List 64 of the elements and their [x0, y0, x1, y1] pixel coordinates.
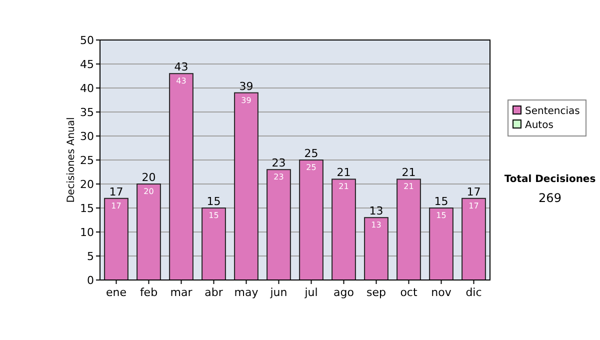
bar: [202, 208, 226, 280]
bar: [462, 198, 486, 280]
legend-label: Sentencias: [525, 106, 580, 117]
x-tick-label: abr: [204, 286, 224, 299]
y-tick-label: 40: [80, 82, 94, 95]
x-tick-label: jun: [269, 286, 288, 299]
data-label: 21: [338, 182, 349, 192]
x-tick-label: sep: [366, 286, 386, 299]
data-label: 15: [436, 211, 446, 220]
data-label: 20: [144, 187, 154, 196]
total-label: 21: [336, 166, 351, 180]
data-label: 23: [274, 172, 284, 182]
total-label: 15: [434, 195, 448, 208]
x-tick-label: may: [234, 286, 259, 299]
y-tick-label: 5: [87, 250, 94, 263]
bar: [364, 217, 388, 280]
total-label: 39: [239, 80, 254, 93]
data-label: 43: [176, 76, 186, 86]
bar: [104, 198, 128, 280]
legend-label: Autos: [525, 120, 554, 131]
bar: [234, 92, 258, 280]
y-tick-label: 0: [87, 274, 94, 287]
bar: [396, 178, 421, 280]
total-label: 21: [402, 166, 416, 180]
bar: [429, 208, 454, 280]
y-tick-label: 15: [80, 202, 94, 215]
text: 269: [538, 191, 562, 205]
y-tick-label: 25: [80, 154, 94, 167]
data-label: 17: [111, 201, 122, 210]
bar: [169, 73, 194, 280]
bar: [266, 169, 291, 280]
x-tick-label: mar: [170, 286, 193, 299]
total-label: 17: [109, 185, 124, 198]
total-label: 13: [369, 204, 384, 218]
x-tick-label: jul: [304, 286, 318, 299]
total-label: 17: [466, 185, 481, 198]
x-tick-label: oct: [400, 286, 418, 299]
y-tick-label: 30: [80, 130, 94, 143]
y-tick-label: 50: [80, 34, 94, 47]
y-tick-label: 35: [80, 106, 94, 119]
x-tick-label: ago: [334, 286, 354, 299]
text: Total Decisiones: [504, 174, 596, 185]
x-tick-label: ene: [106, 286, 127, 299]
y-axis-title: Decisiones Anual: [66, 117, 77, 203]
data-label: 15: [208, 211, 219, 220]
x-tick-label: feb: [140, 286, 158, 299]
total-label: 15: [206, 195, 221, 208]
total-label: 25: [304, 147, 318, 160]
bar: [299, 160, 324, 280]
bar: [136, 184, 161, 280]
y-tick-label: 20: [80, 178, 94, 191]
total-label: 23: [272, 156, 286, 170]
data-label: 39: [241, 96, 252, 105]
y-tick-label: 10: [80, 226, 94, 239]
x-tick-label: dic: [466, 286, 482, 299]
data-label: 13: [371, 220, 382, 230]
bar: [332, 178, 356, 280]
data-label: 21: [404, 182, 414, 192]
data-label: 25: [306, 163, 316, 172]
total-label: 43: [174, 60, 188, 74]
y-tick-label: 45: [80, 58, 94, 71]
total-label: 20: [142, 171, 156, 184]
data-label: 17: [468, 201, 479, 210]
x-tick-label: nov: [431, 286, 452, 299]
